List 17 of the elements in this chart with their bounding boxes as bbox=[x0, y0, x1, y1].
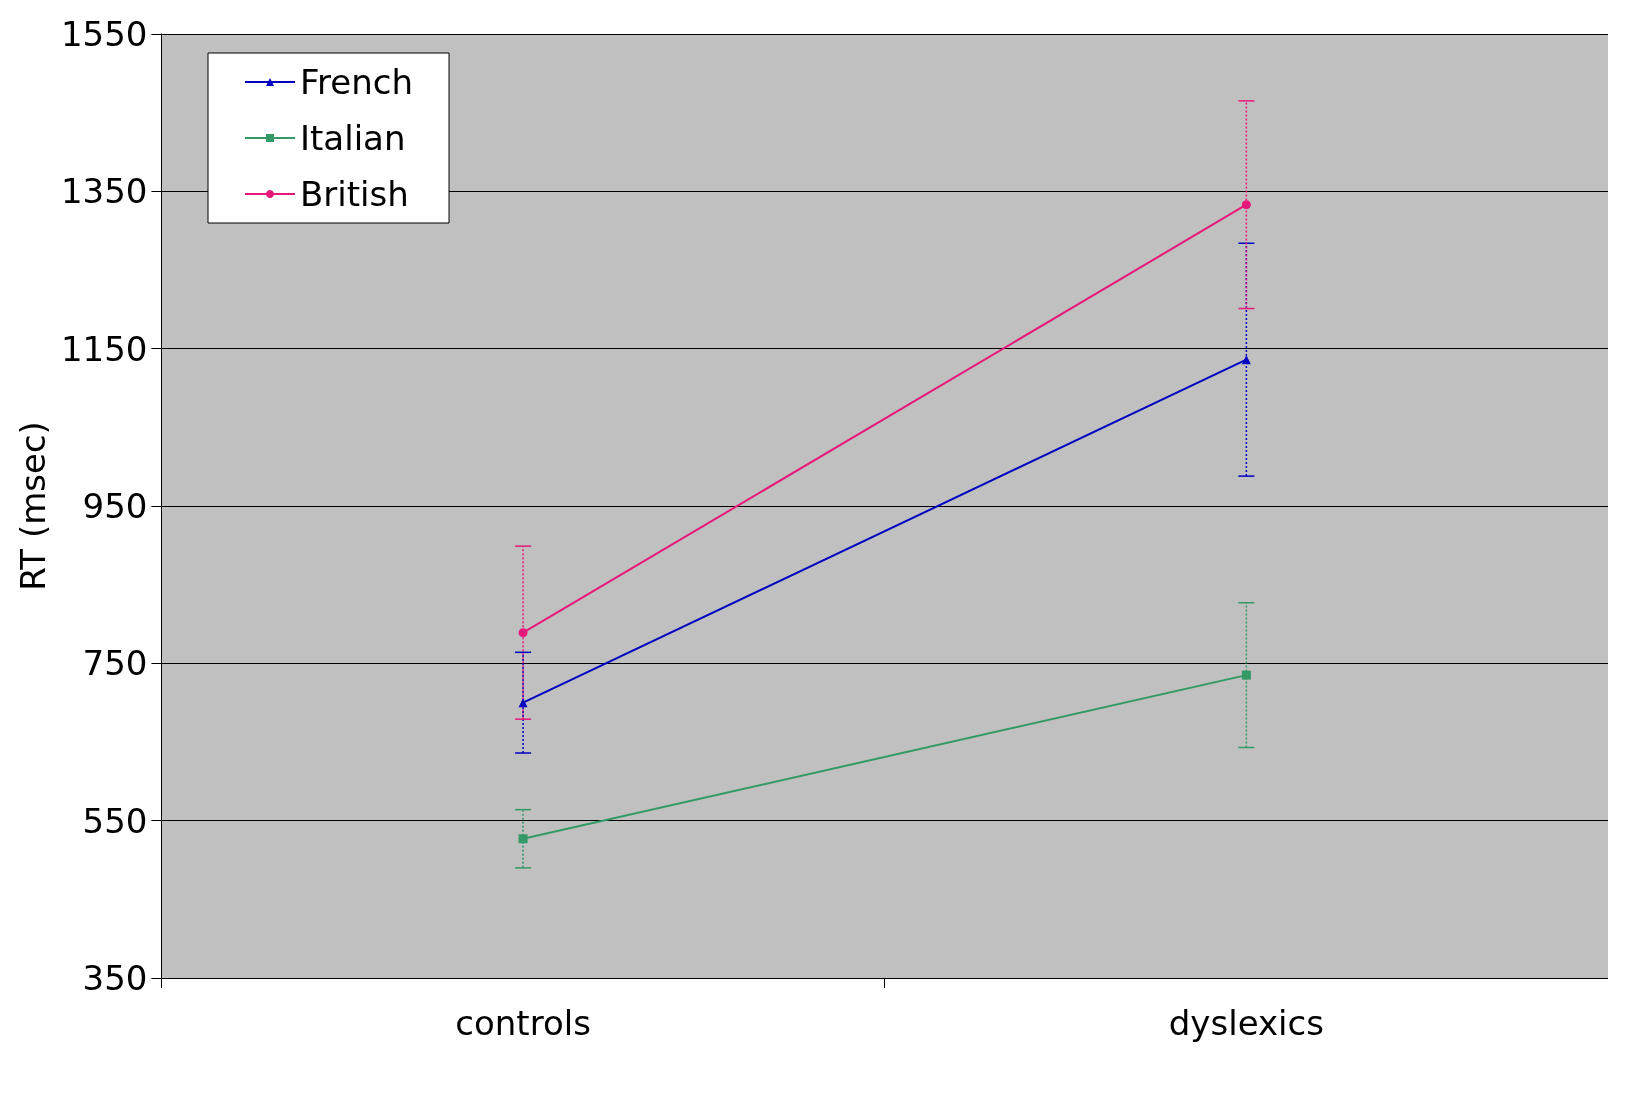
y-tick-label: 1350 bbox=[60, 171, 148, 212]
y-tick-label: 1550 bbox=[60, 14, 148, 54]
point bbox=[518, 834, 528, 844]
y-tick-label: 550 bbox=[82, 800, 148, 841]
y-tick-label: 950 bbox=[82, 486, 148, 526]
point bbox=[1241, 670, 1251, 680]
legend-label: British bbox=[300, 174, 409, 214]
x-tick-label: dyslexics bbox=[1168, 1003, 1324, 1043]
y-tick-label: 1150 bbox=[60, 328, 148, 369]
legend-label: Italian bbox=[300, 118, 406, 158]
point bbox=[518, 628, 528, 638]
y-tick-label: 750 bbox=[82, 643, 148, 684]
x-tick-label: controls bbox=[455, 1003, 591, 1043]
y-axis-title: RT (msec) bbox=[13, 421, 53, 591]
y-tick-label: 350 bbox=[82, 958, 148, 998]
legend-label: French bbox=[300, 62, 414, 102]
point bbox=[1241, 200, 1251, 210]
